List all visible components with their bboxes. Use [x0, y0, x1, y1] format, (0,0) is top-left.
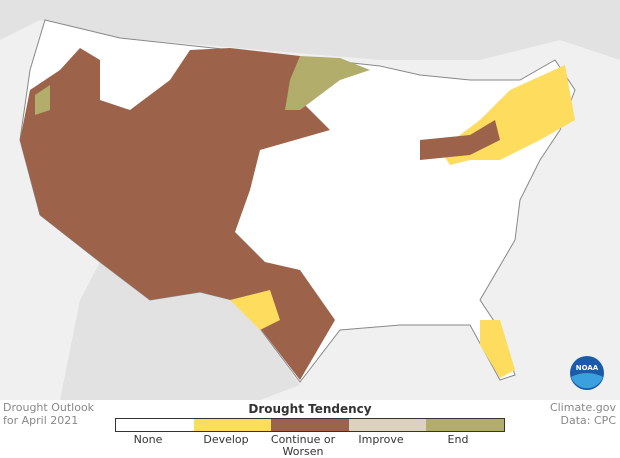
credit-line: Climate.gov [549, 401, 616, 414]
legend-swatch-end [426, 419, 504, 431]
region-develop-florida [480, 320, 515, 378]
credit-line: Data: CPC [560, 414, 616, 427]
region-end-north [285, 56, 370, 110]
legend-bar [115, 418, 505, 432]
legend-swatch-improve [348, 419, 427, 431]
legend-swatch-none [116, 419, 194, 431]
canada-land [0, 0, 620, 60]
legend-swatch-develop [193, 419, 272, 431]
legend-label-continue: Continue or Worsen [270, 433, 336, 458]
legend-label-develop: Develop [203, 433, 249, 446]
credits: Climate.gov Data: CPC [550, 401, 616, 427]
legend-title: Drought Tendency [248, 402, 372, 416]
noaa-logo: NOAA [570, 356, 604, 390]
legend-label-end: End [447, 433, 469, 446]
map-title: Drought Outlook for April 2021 [3, 401, 94, 427]
region-continue-northeast [420, 120, 500, 160]
title-line: for April 2021 [3, 414, 79, 427]
legend-label-improve: Improve [358, 433, 404, 446]
drought-outlook-map [0, 0, 620, 400]
legend-swatch-continue [271, 419, 349, 431]
legend-label-none: None [133, 433, 163, 446]
region-end-wa [35, 85, 50, 115]
region-develop-texas [230, 290, 280, 330]
svg-text:NOAA: NOAA [576, 364, 599, 372]
title-line: Drought Outlook [3, 401, 95, 414]
mexico-land [60, 262, 300, 400]
